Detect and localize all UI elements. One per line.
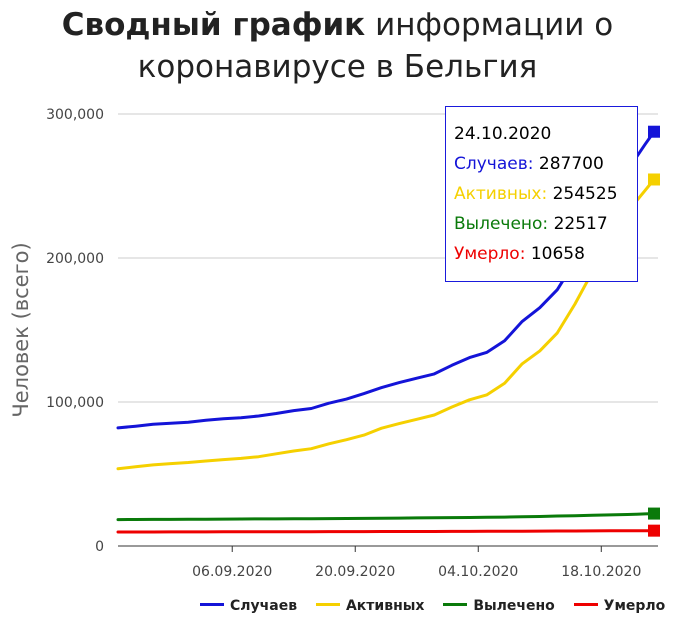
tooltip-date: 24.10.2020 — [454, 124, 552, 144]
series-line-2 — [116, 512, 656, 522]
tooltip-label-active: Активных: — [454, 184, 548, 204]
tooltip-value-recovered: 22517 — [553, 214, 608, 234]
chart-title: Сводный график информации о коронавирусе… — [0, 4, 675, 88]
tooltip-label-cases: Случаев: — [454, 154, 534, 174]
series-line-3 — [116, 529, 656, 534]
y-tick-label: 0 — [95, 539, 104, 555]
legend-item-recovered[interactable]: Вылечено — [443, 598, 555, 614]
x-tick-label: 20.09.2020 — [315, 564, 395, 580]
tooltip-row-recovered: Вылечено: 22517 — [454, 209, 637, 239]
legend-label-active: Активных — [345, 598, 425, 614]
legend-swatch-active — [315, 602, 340, 606]
tooltip-value-active: 254525 — [552, 184, 618, 204]
tooltip-label-recovered: Вылечено: — [454, 214, 549, 234]
legend-label-deaths: Умерло — [603, 598, 666, 614]
tooltip-row-active: Активных: 254525 — [454, 179, 637, 209]
legend-item-cases[interactable]: Случаев — [200, 598, 297, 614]
y-tick-label: 100,000 — [46, 395, 104, 411]
legend-item-active[interactable]: Активных — [315, 598, 425, 614]
series-end-marker-1 — [648, 173, 660, 186]
x-tick-label: 06.09.2020 — [192, 564, 272, 580]
legend-label-cases: Случаев — [230, 598, 298, 614]
y-tick-label: 200,000 — [46, 251, 104, 267]
series-end-marker-0 — [648, 125, 660, 138]
legend-label-recovered: Вылечено — [473, 598, 555, 614]
chart-title-rest: информации о — [365, 7, 614, 43]
legend-swatch-deaths — [573, 602, 598, 606]
chart-title-bold: Сводный график — [61, 7, 366, 43]
chart-legend: Случаев Активных Вылечено Умерло — [200, 598, 675, 614]
series-end-marker-3 — [648, 524, 660, 537]
series-end-marker-2 — [648, 507, 660, 520]
legend-swatch-cases — [200, 602, 224, 606]
tooltip-row-cases: Случаев: 287700 — [454, 149, 637, 179]
x-tick-label: 18.10.2020 — [561, 564, 641, 580]
tooltip-label-deaths: Умерло: — [454, 244, 526, 264]
tooltip-value-deaths: 10658 — [530, 244, 585, 264]
tooltip-row-deaths: Умерло: 10658 — [454, 239, 637, 269]
legend-swatch-recovered — [443, 602, 468, 606]
chart-title-line2: коронавирусе в Бельгия — [137, 49, 538, 85]
chart-tooltip: 24.10.2020 Случаев: 287700 Активных: 254… — [445, 106, 638, 282]
x-tick-label: 04.10.2020 — [438, 564, 518, 580]
tooltip-value-cases: 287700 — [538, 154, 604, 174]
y-tick-label: 300,000 — [46, 107, 104, 123]
y-axis-label: Человек (всего) — [9, 242, 33, 417]
legend-item-deaths[interactable]: Умерло — [573, 598, 666, 614]
series-line-1 — [116, 178, 656, 471]
